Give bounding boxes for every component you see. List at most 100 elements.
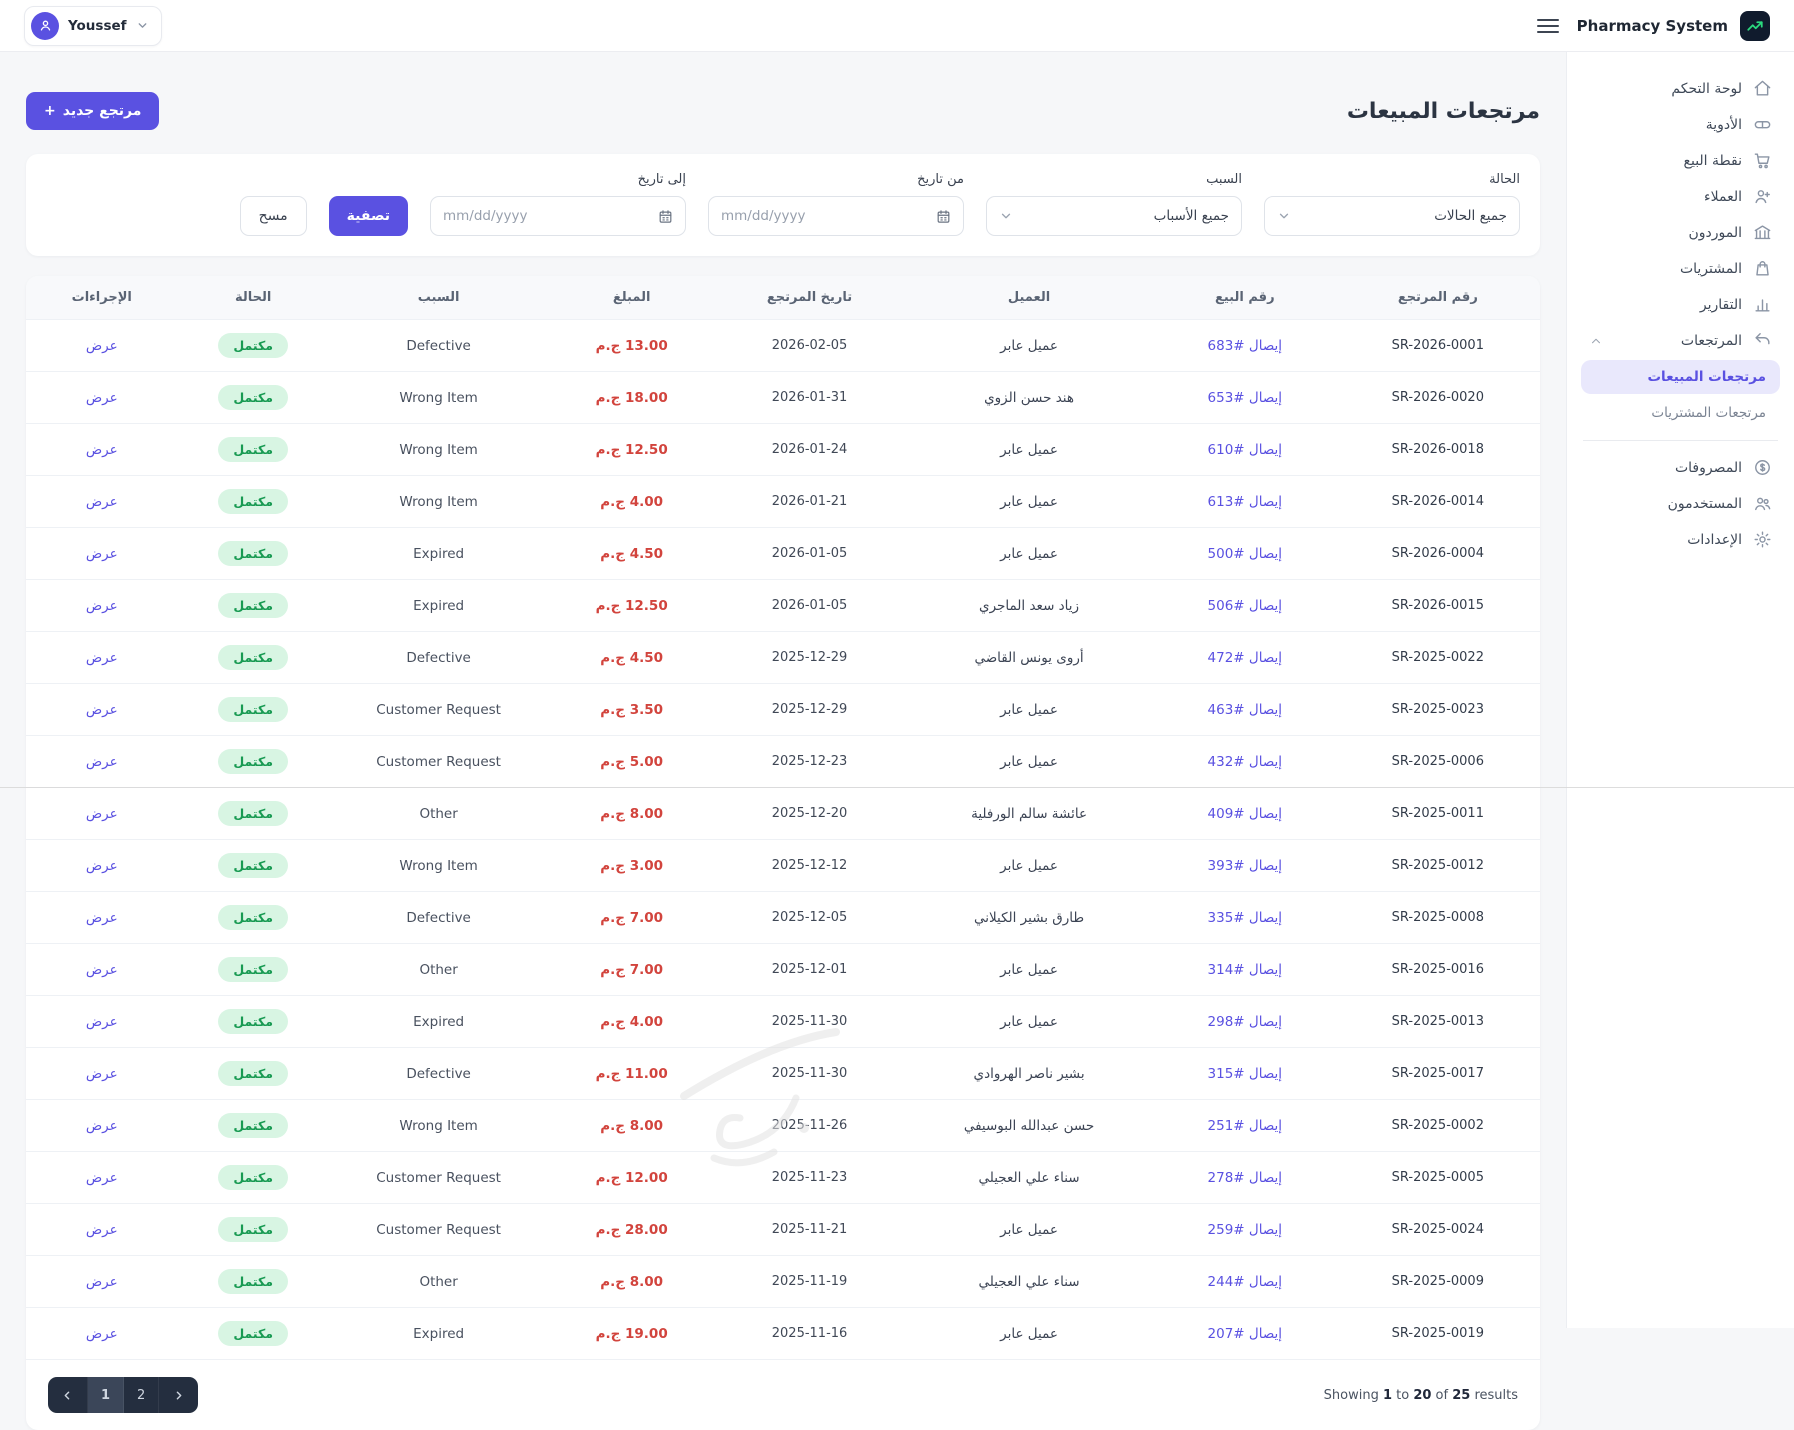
table-row: SR-2025-0002 إيصال #251 حسن عبدالله البوسي… [26, 1099, 1540, 1152]
sidebar-item-suppliers[interactable]: الموردون [1581, 216, 1780, 250]
sidebar-item-purchases[interactable]: المشتريات [1581, 252, 1780, 286]
customer-cell: عميل عابر [904, 735, 1154, 788]
sale-receipt-link[interactable]: إيصال #409 [1207, 805, 1283, 822]
reason-cell: Expired [328, 527, 549, 580]
sale-receipt-link[interactable]: إيصال #315 [1207, 1065, 1283, 1082]
status-badge: مكتمل [218, 1113, 288, 1138]
view-link[interactable]: عرض [85, 597, 118, 614]
status-badge: مكتمل [218, 1321, 288, 1346]
reason-cell: Customer Request [328, 1151, 549, 1204]
sidebar-item-returns[interactable]: المرتجعات [1581, 324, 1780, 358]
status-filter-select[interactable]: جميع الحالات [1264, 196, 1520, 236]
view-link[interactable]: عرض [85, 1221, 118, 1238]
view-link[interactable]: عرض [85, 805, 118, 822]
sale-receipt-link[interactable]: إيصال #506 [1207, 597, 1283, 614]
column-header: المبلغ [548, 276, 715, 320]
sale-receipt-link[interactable]: إيصال #432 [1207, 753, 1283, 770]
table-row: SR-2026-0015 إيصال #506 زياد سعد الماجري 20… [26, 579, 1540, 632]
next-page-button[interactable] [159, 1377, 198, 1413]
sidebar-item-customers[interactable]: العملاء [1581, 180, 1780, 214]
return-number-cell: SR-2026-0001 [1335, 319, 1540, 372]
sale-receipt-link[interactable]: إيصال #610 [1207, 441, 1283, 458]
sale-receipt-link[interactable]: إيصال #335 [1207, 909, 1283, 926]
sidebar-item-users[interactable]: المستخدمون [1581, 487, 1780, 521]
actions-cell: عرض [26, 631, 178, 684]
view-link[interactable]: عرض [85, 1169, 118, 1186]
amount-cell: 4.00 ج.م [548, 995, 715, 1048]
menu-hamburger-icon[interactable] [1536, 18, 1559, 33]
page-button-1[interactable]: 1 [88, 1377, 125, 1413]
sale-receipt-link[interactable]: إيصال #613 [1207, 493, 1283, 510]
view-link[interactable]: عرض [85, 337, 118, 354]
reason-cell: Wrong Item [328, 1099, 549, 1152]
prev-page-button[interactable] [48, 1377, 88, 1413]
view-link[interactable]: عرض [85, 1065, 118, 1082]
sidebar-item-reports[interactable]: التقارير [1581, 288, 1780, 322]
sale-receipt-link[interactable]: إيصال #244 [1207, 1273, 1283, 1290]
sale-receipt-link[interactable]: إيصال #259 [1207, 1221, 1283, 1238]
reason-cell: Customer Request [328, 1203, 549, 1256]
sale-number-cell: إيصال #610 [1153, 423, 1336, 476]
sale-receipt-link[interactable]: إيصال #278 [1207, 1169, 1283, 1186]
view-link[interactable]: عرض [85, 961, 118, 978]
view-link[interactable]: عرض [85, 753, 118, 770]
sale-receipt-link[interactable]: إيصال #393 [1207, 857, 1283, 874]
view-link[interactable]: عرض [85, 649, 118, 666]
amount-cell: 8.00 ج.م [548, 1099, 715, 1152]
status-cell: مكتمل [177, 839, 329, 892]
user-menu-button[interactable]: Youssef [24, 5, 162, 46]
actions-cell: عرض [26, 1255, 178, 1308]
status-cell: مكتمل [177, 579, 329, 632]
page-button-2[interactable]: 2 [124, 1377, 160, 1413]
table-row: SR-2025-0017 إيصال #315 بشير ناصر الهروادي… [26, 1047, 1540, 1100]
date-from-input[interactable]: mm/dd/yyyy [708, 196, 964, 236]
view-link[interactable]: عرض [85, 1013, 118, 1030]
view-link[interactable]: عرض [85, 857, 118, 874]
customer-cell: عميل عابر [904, 683, 1154, 736]
sidebar-item-label: الأدوية [1705, 117, 1742, 133]
table-row: SR-2025-0006 إيصال #432 عميل عابر 2025-12-2… [26, 735, 1540, 788]
sale-receipt-link[interactable]: إيصال #251 [1207, 1117, 1283, 1134]
new-return-button[interactable]: مرتجع جديد + [26, 92, 160, 130]
sale-receipt-link[interactable]: إيصال #463 [1207, 701, 1283, 718]
view-link[interactable]: عرض [85, 493, 118, 510]
sale-receipt-link[interactable]: إيصال #500 [1207, 545, 1283, 562]
sidebar-item-settings[interactable]: الإعدادات [1581, 523, 1780, 557]
amount-cell: 12.50 ج.م [548, 423, 715, 476]
sale-number-cell: إيصال #506 [1153, 579, 1336, 632]
sale-receipt-link[interactable]: إيصال #683 [1207, 337, 1283, 354]
sidebar-item-medicines[interactable]: الأدوية [1581, 108, 1780, 142]
sale-receipt-link[interactable]: إيصال #653 [1207, 389, 1283, 406]
view-link[interactable]: عرض [85, 1273, 118, 1290]
view-link[interactable]: عرض [85, 441, 118, 458]
sidebar-item-dashboard[interactable]: لوحة التحكم [1581, 72, 1780, 106]
view-link[interactable]: عرض [85, 545, 118, 562]
returns-table-card: رقم المرتجع رقم البيع العميل تاريخ المرتجع ا… [26, 276, 1540, 1430]
sidebar-subitem-purchase-returns[interactable]: مرتجعات المشتريات [1651, 405, 1766, 421]
apply-filter-button[interactable]: تصفية [328, 196, 408, 236]
actions-cell: عرض [26, 423, 178, 476]
date-to-input[interactable]: mm/dd/yyyy [430, 196, 686, 236]
clear-filter-button[interactable]: مسح [239, 196, 307, 236]
sale-receipt-link[interactable]: إيصال #298 [1207, 1013, 1283, 1030]
sidebar-item-expenses[interactable]: المصروفات [1581, 451, 1780, 485]
summary-part: results [1470, 1387, 1518, 1403]
sale-receipt-link[interactable]: إيصال #314 [1207, 961, 1283, 978]
sale-receipt-link[interactable]: إيصال #472 [1207, 649, 1283, 666]
sidebar-item-pos[interactable]: نقطة البيع [1581, 144, 1780, 178]
customer-cell: أروى يونس القاضي [904, 631, 1154, 684]
customer-cell: عميل عابر [904, 839, 1154, 892]
sale-number-cell: إيصال #278 [1153, 1151, 1336, 1204]
view-link[interactable]: عرض [85, 389, 118, 406]
return-date-cell: 2026-01-24 [714, 423, 905, 476]
sidebar-subitem-sales-returns[interactable]: مرتجعات المبيعات [1581, 360, 1780, 394]
customer-cell: عميل عابر [904, 475, 1154, 528]
column-header: السبب [328, 276, 549, 320]
reason-filter-select[interactable]: جميع الأسباب [986, 196, 1242, 236]
actions-cell: عرض [26, 475, 178, 528]
view-link[interactable]: عرض [85, 909, 118, 926]
view-link[interactable]: عرض [85, 701, 118, 718]
sidebar-item-label: لوحة التحكم [1671, 81, 1742, 97]
view-link[interactable]: عرض [85, 1117, 118, 1134]
table-row: SR-2025-0024 إيصال #259 عميل عابر 2025-11-2… [26, 1203, 1540, 1256]
